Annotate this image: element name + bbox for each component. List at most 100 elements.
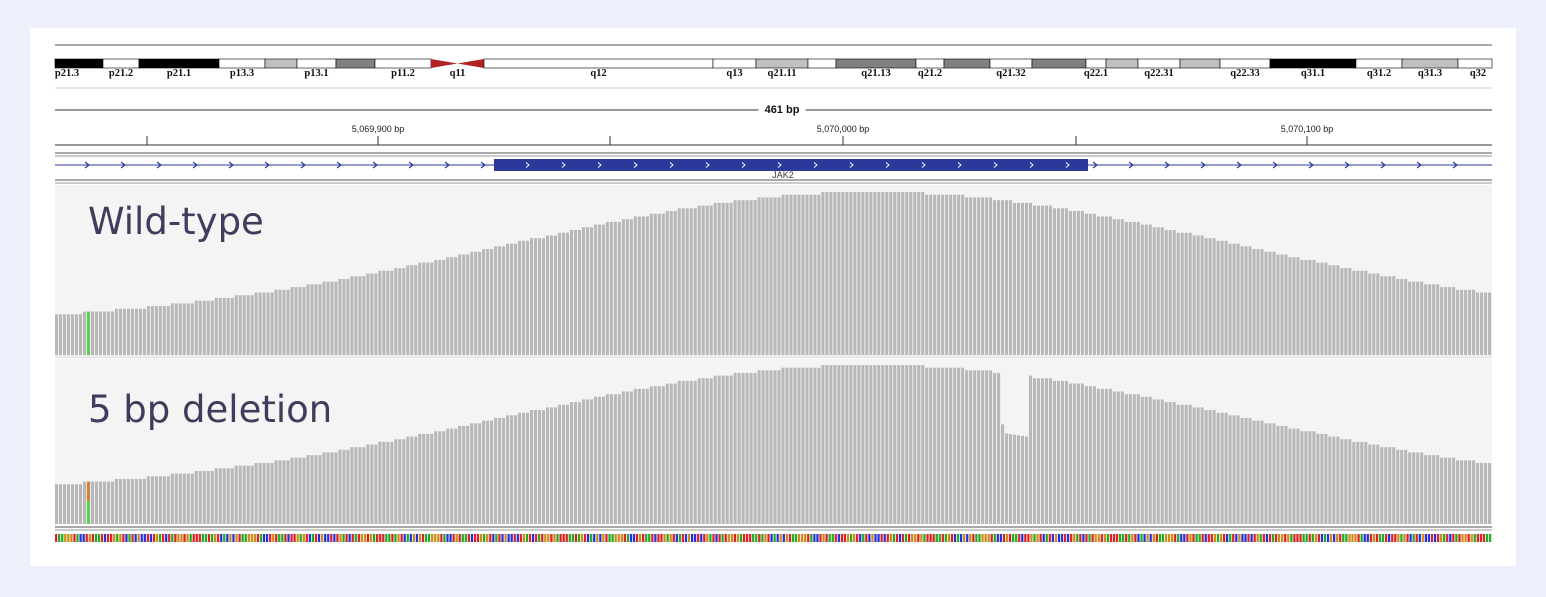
ideogram-band[interactable] bbox=[712, 58, 757, 69]
coverage-bar[interactable] bbox=[1220, 240, 1224, 355]
coverage-bar[interactable] bbox=[450, 257, 454, 355]
coverage-bar[interactable] bbox=[1384, 276, 1388, 355]
coverage-bar[interactable] bbox=[506, 243, 510, 355]
coverage-bar[interactable] bbox=[1332, 436, 1336, 524]
coverage-bar[interactable] bbox=[581, 227, 585, 355]
coverage-bar[interactable] bbox=[482, 249, 486, 355]
coverage-bar[interactable] bbox=[530, 238, 534, 355]
coverage-bar[interactable] bbox=[1368, 444, 1372, 525]
coverage-bar[interactable] bbox=[118, 308, 122, 355]
ideogram-band[interactable] bbox=[54, 58, 104, 69]
coverage-bar[interactable] bbox=[689, 208, 693, 355]
coverage-bar[interactable] bbox=[430, 433, 434, 524]
coverage-bar[interactable] bbox=[761, 370, 765, 524]
coverage-bar[interactable] bbox=[845, 365, 849, 524]
mismatch-bar[interactable] bbox=[86, 481, 91, 501]
coverage-bar[interactable] bbox=[202, 471, 206, 524]
coverage-bar[interactable] bbox=[270, 463, 274, 524]
coverage-bar[interactable] bbox=[861, 192, 865, 355]
coverage-bar[interactable] bbox=[1164, 402, 1168, 524]
coverage-bar[interactable] bbox=[861, 365, 865, 524]
coverage-bar[interactable] bbox=[82, 311, 87, 355]
coverage-bar[interactable] bbox=[202, 300, 206, 355]
coverage-bar[interactable] bbox=[625, 391, 629, 525]
ideogram-band[interactable] bbox=[1031, 58, 1087, 69]
coverage-bar[interactable] bbox=[186, 473, 190, 524]
coverage-bar[interactable] bbox=[150, 476, 154, 524]
coverage-bar[interactable] bbox=[414, 265, 418, 355]
ideogram-band[interactable] bbox=[835, 58, 917, 69]
coverage-bar[interactable] bbox=[945, 194, 949, 355]
ideogram-band[interactable] bbox=[138, 58, 220, 69]
coverage-bar[interactable] bbox=[154, 476, 158, 524]
coverage-bar[interactable] bbox=[789, 194, 793, 355]
coverage-bar[interactable] bbox=[1400, 278, 1404, 355]
coverage-bar[interactable] bbox=[741, 200, 745, 355]
coverage-bar[interactable] bbox=[897, 365, 901, 524]
coverage-bar[interactable] bbox=[881, 192, 885, 355]
coverage-bar[interactable] bbox=[1264, 423, 1268, 524]
coverage-bar[interactable] bbox=[789, 367, 793, 524]
coverage-bar[interactable] bbox=[933, 194, 937, 355]
coverage-bar[interactable] bbox=[1272, 251, 1276, 355]
coverage-bar[interactable] bbox=[354, 447, 358, 524]
coverage-bar[interactable] bbox=[1328, 436, 1332, 524]
coverage-bar[interactable] bbox=[937, 367, 941, 524]
coverage-bar[interactable] bbox=[470, 423, 474, 524]
coverage-bar[interactable] bbox=[857, 192, 861, 355]
coverage-bar[interactable] bbox=[1096, 388, 1100, 524]
coverage-bar[interactable] bbox=[1048, 378, 1053, 524]
coverage-bar[interactable] bbox=[1136, 221, 1140, 355]
coverage-bar[interactable] bbox=[90, 481, 95, 524]
coverage-bar[interactable] bbox=[1260, 249, 1264, 355]
coverage-bar[interactable] bbox=[278, 289, 282, 355]
coverage-bar[interactable] bbox=[326, 452, 330, 524]
coverage-bar[interactable] bbox=[350, 447, 354, 524]
coverage-bar[interactable] bbox=[214, 468, 218, 524]
coverage-bar[interactable] bbox=[969, 197, 973, 355]
coverage-bar[interactable] bbox=[749, 200, 753, 355]
coverage-bar[interactable] bbox=[713, 375, 717, 524]
coverage-bar[interactable] bbox=[553, 235, 558, 355]
coverage-bar[interactable] bbox=[1416, 452, 1420, 524]
coverage-bar[interactable] bbox=[761, 197, 765, 355]
coverage-bar[interactable] bbox=[490, 249, 494, 355]
coverage-bar[interactable] bbox=[1140, 224, 1144, 355]
coverage-bar[interactable] bbox=[1432, 284, 1436, 355]
coverage-bar[interactable] bbox=[254, 463, 258, 524]
coverage-bar[interactable] bbox=[1312, 431, 1316, 524]
coverage-bar[interactable] bbox=[90, 311, 95, 355]
coverage-bar[interactable] bbox=[94, 311, 99, 355]
coverage-bar[interactable] bbox=[286, 460, 290, 524]
sequence-track[interactable] bbox=[55, 534, 1492, 542]
coverage-bar[interactable] bbox=[438, 431, 442, 524]
ideogram-band[interactable] bbox=[374, 58, 432, 69]
coverage-bar[interactable] bbox=[1188, 404, 1192, 524]
coverage-bar[interactable] bbox=[617, 394, 621, 524]
coverage-bar[interactable] bbox=[837, 365, 841, 524]
coverage-bar[interactable] bbox=[1204, 238, 1208, 355]
coverage-bar[interactable] bbox=[1036, 378, 1041, 524]
coverage-bar[interactable] bbox=[877, 192, 881, 355]
coverage-bar[interactable] bbox=[478, 423, 482, 524]
coverage-bar[interactable] bbox=[406, 265, 410, 355]
coverage-bar[interactable] bbox=[1272, 423, 1276, 524]
coverage-bar[interactable] bbox=[66, 314, 71, 355]
coverage-bar[interactable] bbox=[86, 481, 91, 524]
coverage-bar[interactable] bbox=[1152, 227, 1156, 355]
coverage-bar[interactable] bbox=[1084, 386, 1088, 524]
ideogram-band[interactable] bbox=[1401, 58, 1459, 69]
coverage-bar[interactable] bbox=[378, 441, 382, 524]
coverage-bar[interactable] bbox=[1408, 281, 1412, 355]
coverage-bar[interactable] bbox=[1392, 447, 1396, 524]
coverage-bar[interactable] bbox=[1009, 200, 1013, 355]
coverage-bar[interactable] bbox=[1144, 396, 1148, 524]
coverage-bar[interactable] bbox=[1224, 412, 1228, 524]
coverage-bar[interactable] bbox=[126, 478, 130, 524]
coverage-bar[interactable] bbox=[725, 202, 729, 355]
coverage-bar[interactable] bbox=[989, 370, 993, 524]
coverage-bar[interactable] bbox=[981, 370, 985, 524]
coverage-bar[interactable] bbox=[1468, 289, 1472, 355]
coverage-bar[interactable] bbox=[226, 468, 230, 524]
coverage-bar[interactable] bbox=[953, 367, 957, 524]
